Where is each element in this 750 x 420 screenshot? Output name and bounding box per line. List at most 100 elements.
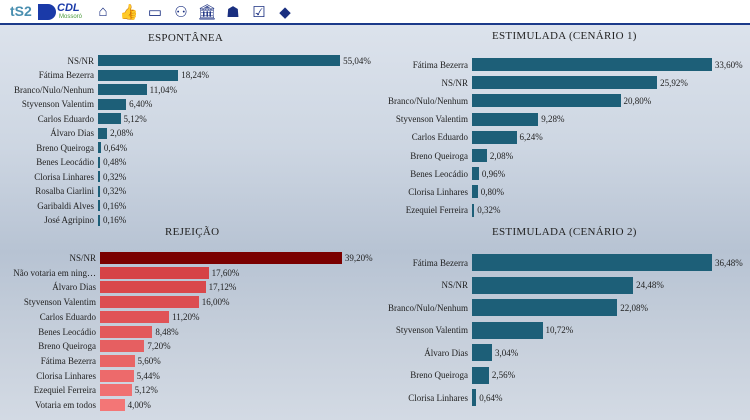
value-label: 8,48% <box>155 326 179 337</box>
value-label: 2,08% <box>489 150 514 161</box>
bar-row: Branco/Nulo/Nenhum 20,80% <box>388 94 652 108</box>
bar-row: NS/NR 39,20% <box>69 252 373 264</box>
bar <box>472 185 478 199</box>
chart-title: ESTIMULADA (CENÁRIO 1) <box>492 30 637 42</box>
bar-row: Fátima Bezerra 5,60% <box>41 354 161 367</box>
bar-row: Álvaro Dias 3,04% <box>424 344 518 361</box>
value-label: 16,00% <box>201 297 230 308</box>
bar <box>100 252 342 264</box>
bar <box>100 354 135 367</box>
bar <box>98 214 100 226</box>
bar-row: Álvaro Dias 17,12% <box>52 281 237 294</box>
bar-row: Benes Leocádio 8,48% <box>38 325 179 338</box>
bar-row: NS/NR 25,92% <box>441 76 688 90</box>
cdl-logo-subtext: Mossoró <box>59 14 83 20</box>
value-label: 25,92% <box>660 77 688 88</box>
category-label: Clorisa Linhares <box>408 392 468 403</box>
bar <box>100 296 199 309</box>
category-label: Clorisa Linhares <box>34 171 94 182</box>
cdl-logo[interactable]: CDL Mossoró <box>38 2 82 22</box>
nav-icons: ⌂ 👍 ▭ ⚇ 🏛 ☗ ☑ ◆ <box>92 2 296 22</box>
category-label: Não votaria em ning… <box>13 267 96 278</box>
value-label: 0,32% <box>103 171 127 182</box>
bar <box>98 142 101 153</box>
bar <box>98 156 101 168</box>
bar <box>472 254 713 271</box>
value-label: 36,48% <box>715 257 743 268</box>
category-label: Carlos Eduardo <box>37 113 94 124</box>
map-brazil-icon[interactable]: ◆ <box>279 4 291 21</box>
category-label: Fátima Bezerra <box>38 70 94 80</box>
category-label: Ezequiel Ferreira <box>33 385 96 396</box>
bar-row: Benes Leocádio 0,48% <box>36 156 127 168</box>
category-label: Benes Leocádio <box>410 168 468 179</box>
ts2-logo[interactable]: tS2 <box>10 3 32 19</box>
category-label: Fátima Bezerra <box>40 355 96 366</box>
category-label: Styvenson Valentim <box>21 99 94 109</box>
category-label: NS/NR <box>441 280 468 290</box>
category-label: Breno Queiroga <box>410 150 468 161</box>
value-label: 33,60% <box>714 59 743 70</box>
bar <box>472 167 479 181</box>
bar-row: Breno Queiroga 2,08% <box>410 149 514 162</box>
institution-icon[interactable]: 🏛 <box>197 4 217 21</box>
value-label: 9,28% <box>541 114 565 125</box>
value-label: 6,24% <box>519 132 543 143</box>
thumbs-icon[interactable]: 👍 <box>119 4 139 21</box>
value-label: 17,12% <box>208 282 237 293</box>
bar-row: Styvenson Valentim 9,28% <box>396 112 565 126</box>
category-label: Álvaro Dias <box>50 128 94 138</box>
bar-row: Clorisa Linhares 0,64% <box>408 389 502 406</box>
category-label: Breno Queiroga <box>38 341 96 352</box>
value-label: 6,40% <box>129 99 153 109</box>
cdl-logo-shape <box>38 4 56 20</box>
bar-row: Álvaro Dias 2,08% <box>50 127 134 139</box>
category-label: Votaria em todos <box>35 400 96 410</box>
bar <box>98 55 341 66</box>
bar <box>472 149 487 162</box>
value-label: 5,44% <box>136 370 160 381</box>
category-label: Branco/Nulo/Nenhum <box>388 95 468 106</box>
value-label: 2,56% <box>491 370 516 380</box>
bar <box>472 321 543 339</box>
bar <box>472 344 492 361</box>
ballot-icon[interactable]: ☑ <box>252 4 266 21</box>
category-label: Styvenson Valentim <box>23 297 96 308</box>
bar <box>100 399 125 411</box>
people-icon[interactable]: ⚇ <box>174 4 188 21</box>
value-label: 24,48% <box>636 280 664 290</box>
bar <box>472 58 712 71</box>
bar-row: Breno Queiroga 7,20% <box>38 340 171 353</box>
category-label: Carlos Eduardo <box>411 132 468 143</box>
category-label: Branco/Nulo/Nenhum <box>14 84 94 95</box>
category-label: Fátima Bezerra <box>412 59 468 70</box>
category-label: NS/NR <box>67 55 94 66</box>
value-label: 0,96% <box>481 168 506 179</box>
bar-row: Breno Queiroga 0,64% <box>36 142 127 153</box>
bar-row: Ezequiel Ferreira 0,32% <box>406 203 501 217</box>
value-label: 5,60% <box>137 355 161 366</box>
bar-row: Garibaldi Alves 0,16% <box>37 200 127 211</box>
chat-icon[interactable]: ▭ <box>147 4 163 21</box>
category-label: NS/NR <box>69 253 96 263</box>
bar-row: Fátima Bezerra 36,48% <box>413 254 743 271</box>
bar <box>472 94 621 108</box>
bar <box>100 266 209 279</box>
bar <box>100 281 206 294</box>
map-rn-icon[interactable]: ☗ <box>226 4 240 21</box>
value-label: 2,08% <box>110 128 134 138</box>
value-label: 0,16% <box>103 200 127 211</box>
bar <box>98 113 121 124</box>
value-label: 4,00% <box>127 400 151 410</box>
value-label: 0,48% <box>103 157 127 167</box>
value-label: 20,80% <box>623 95 652 106</box>
bar-row: Benes Leocádio 0,96% <box>410 167 506 181</box>
top-nav-bar: tS2 CDL Mossoró ⌂ 👍 ▭ ⚇ 🏛 ☗ ☑ ◆ <box>0 0 750 25</box>
bar <box>98 127 108 139</box>
bar <box>472 276 634 294</box>
home-icon[interactable]: ⌂ <box>98 3 108 20</box>
category-label: Álvaro Dias <box>52 282 96 293</box>
bar <box>98 171 100 182</box>
value-label: 7,20% <box>147 341 171 352</box>
chart-title: REJEIÇÃO <box>165 226 220 238</box>
